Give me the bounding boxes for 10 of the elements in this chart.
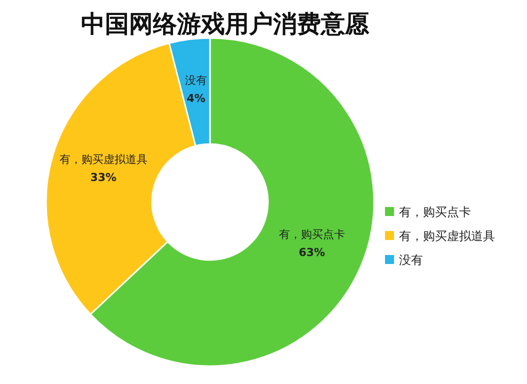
legend-label: 有，购买虚拟道具 bbox=[399, 229, 495, 243]
slice-label: 有，购买虚拟道具 bbox=[59, 153, 148, 166]
slice-label: 有，购买点卡 bbox=[278, 228, 345, 242]
slice-label: 没有 bbox=[185, 74, 208, 87]
data-label: 63% bbox=[298, 246, 326, 260]
legend-label: 没有 bbox=[399, 253, 423, 267]
chart-title: 中国网络游戏用户消费意愿 bbox=[81, 11, 370, 38]
data-label: 33% bbox=[90, 171, 117, 184]
data-label: 4% bbox=[186, 92, 206, 105]
legend-label: 有，购买点卡 bbox=[399, 205, 471, 219]
